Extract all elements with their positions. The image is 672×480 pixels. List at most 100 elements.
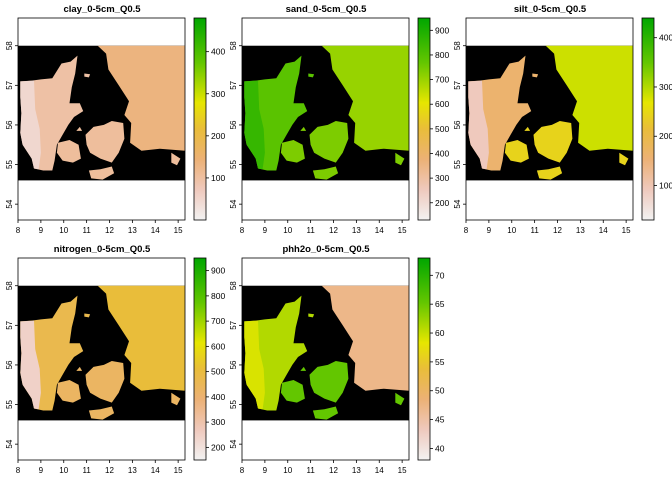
- legend-tick-label: 60: [435, 328, 445, 338]
- land-samso: [300, 126, 307, 131]
- x-tick-label: 11: [306, 226, 315, 235]
- legend-tick-label: 100: [659, 181, 672, 191]
- x-tick-label: 8: [16, 466, 21, 475]
- land-lolland: [536, 166, 563, 180]
- land-lolland: [312, 166, 339, 180]
- y-tick-label: 57: [5, 80, 14, 89]
- land-bornholm: [171, 152, 181, 166]
- legend-tick-label: 600: [211, 341, 225, 351]
- legend-tick-label: 200: [211, 131, 225, 141]
- y-tick-label: 57: [229, 80, 238, 89]
- legend-tick-label: 500: [435, 124, 449, 134]
- land-lolland: [88, 166, 115, 180]
- legend-tick-label: 300: [211, 89, 225, 99]
- x-tick-label: 15: [398, 226, 407, 235]
- x-tick-label: 15: [174, 226, 183, 235]
- land-layer: [20, 45, 185, 180]
- land-bornholm: [619, 152, 629, 166]
- y-tick-label: 57: [453, 80, 462, 89]
- y-tick-label: 58: [453, 41, 462, 50]
- y-tick-label: 56: [5, 360, 14, 369]
- panel-4: nitrogen_0-5cm_Q0.5 8 9 10 11 12 13 14 15 54 55 56 5…: [5, 244, 225, 475]
- x-tick-label: 9: [263, 226, 268, 235]
- x-tick-label: 12: [329, 466, 338, 475]
- land-west-jutland: [468, 80, 489, 170]
- x-tick-label: 14: [375, 466, 384, 475]
- panel-title: nitrogen_0-5cm_Q0.5: [54, 244, 151, 255]
- x-tick-label: 10: [59, 466, 68, 475]
- plot-frame: [241, 257, 410, 461]
- plot-frame: [465, 17, 634, 221]
- x-tick-label: 12: [553, 226, 562, 235]
- land-sweden: [321, 45, 409, 151]
- legend-tick-label: 70: [435, 270, 445, 280]
- land-lolland: [312, 406, 339, 420]
- legend-tick-label: 400: [435, 148, 449, 158]
- land-west-jutland: [244, 80, 265, 170]
- land-samso: [524, 126, 531, 131]
- y-tick-label: 54: [453, 199, 462, 208]
- x-tick-label: 8: [16, 226, 21, 235]
- legend-tick-label: 400: [211, 47, 225, 57]
- legend-tick-label: 600: [435, 99, 449, 109]
- y-tick-label: 57: [5, 320, 14, 329]
- land-sweden: [321, 285, 409, 391]
- legend-tick-label: 300: [659, 82, 672, 92]
- legend-tick-label: 300: [211, 417, 225, 427]
- land-fyn: [56, 380, 81, 403]
- land-layer: [244, 285, 409, 420]
- x-tick-label: 12: [105, 226, 114, 235]
- x-tick-label: 12: [105, 466, 114, 475]
- x-tick-label: 13: [576, 226, 585, 235]
- x-tick-label: 10: [507, 226, 516, 235]
- panel-title: phh2o_0-5cm_Q0.5: [282, 244, 370, 255]
- panel-2: sand_0-5cm_Q0.5 8 9 10 11 12 13 14 15 54 55 56 57 58 2…: [229, 4, 449, 235]
- land-bornholm: [395, 392, 405, 406]
- x-tick-label: 9: [263, 466, 268, 475]
- land-bornholm: [395, 152, 405, 166]
- y-tick-label: 55: [5, 160, 14, 169]
- y-tick-label: 54: [5, 199, 14, 208]
- x-tick-label: 13: [128, 466, 137, 475]
- y-tick-label: 58: [229, 281, 238, 290]
- land-zealand: [309, 361, 349, 403]
- y-tick-label: 55: [5, 400, 14, 409]
- legend-tick-label: 900: [211, 266, 225, 276]
- plot-frame: [241, 17, 410, 221]
- legend-tick-label: 800: [211, 291, 225, 301]
- legend-tick-label: 700: [211, 316, 225, 326]
- panel-3: silt_0-5cm_Q0.5 8 9 10 11 12 13 14 15 54 55 56 57 58 1…: [453, 4, 672, 235]
- land-fyn: [504, 140, 529, 163]
- land-west-jutland: [20, 80, 41, 170]
- legend-colorbar: [193, 257, 207, 461]
- land-laeso: [308, 313, 315, 318]
- y-tick-label: 56: [5, 120, 14, 129]
- land-fyn: [56, 140, 81, 163]
- x-tick-label: 10: [283, 466, 292, 475]
- x-tick-label: 15: [174, 466, 183, 475]
- land-fyn: [280, 380, 305, 403]
- legend-tick-label: 50: [435, 386, 445, 396]
- land-laeso: [84, 73, 91, 78]
- legend-tick-label: 200: [211, 442, 225, 452]
- y-tick-label: 55: [229, 400, 238, 409]
- x-tick-label: 13: [352, 466, 361, 475]
- y-tick-label: 57: [229, 320, 238, 329]
- x-tick-label: 15: [398, 466, 407, 475]
- land-sweden: [97, 285, 185, 391]
- y-tick-label: 55: [453, 160, 462, 169]
- y-tick-label: 54: [229, 439, 238, 448]
- panel-title: sand_0-5cm_Q0.5: [286, 4, 368, 15]
- land-layer: [20, 285, 185, 420]
- panel-title: clay_0-5cm_Q0.5: [63, 4, 141, 15]
- x-tick-label: 14: [599, 226, 608, 235]
- x-tick-label: 8: [240, 466, 245, 475]
- land-samso: [300, 366, 307, 371]
- legend-colorbar: [193, 17, 207, 221]
- x-tick-label: 11: [306, 466, 315, 475]
- y-tick-label: 56: [229, 360, 238, 369]
- x-tick-label: 11: [82, 226, 91, 235]
- land-laeso: [532, 73, 539, 78]
- panel-5: phh2o_0-5cm_Q0.5 8 9 10 11 12 13 14 15 54 55 56 57 58…: [229, 244, 445, 475]
